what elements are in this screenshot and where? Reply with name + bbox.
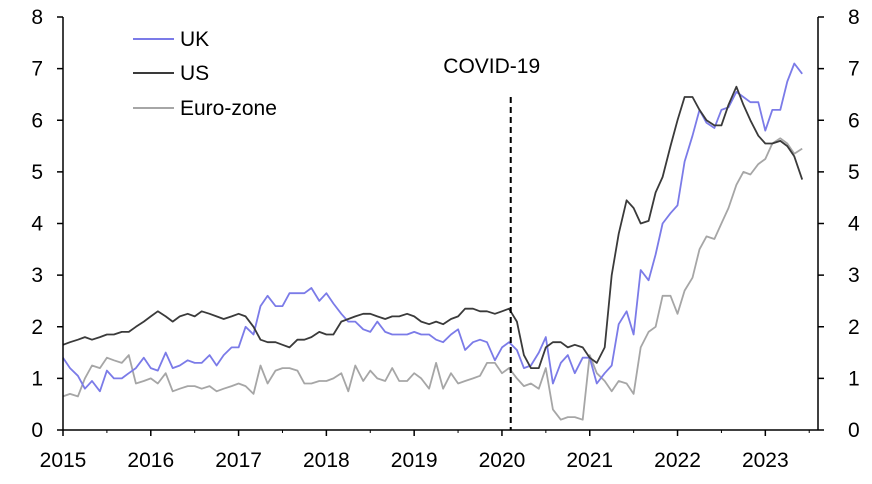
legend: UK US Euro-zone bbox=[133, 28, 277, 120]
series-line-us bbox=[62, 85, 804, 370]
y-tick-label-right: 2 bbox=[848, 316, 860, 339]
y-tick-label-left: 5 bbox=[31, 161, 43, 184]
y-tick-label-left: 8 bbox=[31, 6, 43, 29]
y-tick-label-left: 2 bbox=[31, 316, 43, 339]
x-tick-label: 2018 bbox=[303, 449, 350, 472]
y-tick-label-left: 7 bbox=[31, 58, 43, 81]
y-tick-label-left: 4 bbox=[31, 213, 43, 236]
y-tick-label-right: 6 bbox=[848, 109, 860, 132]
covid-label: COVID-19 bbox=[443, 55, 540, 78]
x-tick-label: 2021 bbox=[566, 449, 613, 472]
y-tick-label-right: 1 bbox=[848, 367, 860, 390]
y-tick-label-right: 7 bbox=[848, 58, 860, 81]
y-tick-label-right: 8 bbox=[848, 6, 860, 29]
x-tick-label: 2019 bbox=[391, 449, 438, 472]
axes bbox=[62, 17, 819, 431]
y-tick-label-right: 3 bbox=[848, 264, 860, 287]
ticks: 0 0 1 1 2 2 3 3 4 4 5 5 6 6 7 7 8 8 2015 2016 2017 2018 2019 20… bbox=[31, 6, 860, 472]
legend-label: UK bbox=[180, 28, 209, 51]
series-line-euro-zone bbox=[62, 137, 803, 421]
x-tick-label: 2017 bbox=[215, 449, 262, 472]
legend-label: US bbox=[180, 62, 209, 85]
y-tick-label-left: 0 bbox=[31, 419, 43, 442]
y-tick-label-left: 6 bbox=[31, 109, 43, 132]
y-tick-label-left: 3 bbox=[31, 264, 43, 287]
x-tick-label: 2020 bbox=[479, 449, 526, 472]
series-lines bbox=[62, 62, 804, 421]
x-tick-label: 2023 bbox=[742, 449, 789, 472]
y-tick-label-left: 1 bbox=[31, 367, 43, 390]
y-tick-label-right: 5 bbox=[848, 161, 860, 184]
y-tick-label-right: 4 bbox=[848, 213, 860, 236]
x-tick-label: 2016 bbox=[127, 449, 174, 472]
legend-label: Euro-zone bbox=[180, 97, 277, 120]
covid-annotation: COVID-19 bbox=[443, 55, 540, 430]
series-line-uk bbox=[62, 62, 803, 393]
x-tick-label: 2022 bbox=[654, 449, 701, 472]
y-tick-label-right: 0 bbox=[848, 419, 860, 442]
x-tick-label: 2015 bbox=[40, 449, 87, 472]
